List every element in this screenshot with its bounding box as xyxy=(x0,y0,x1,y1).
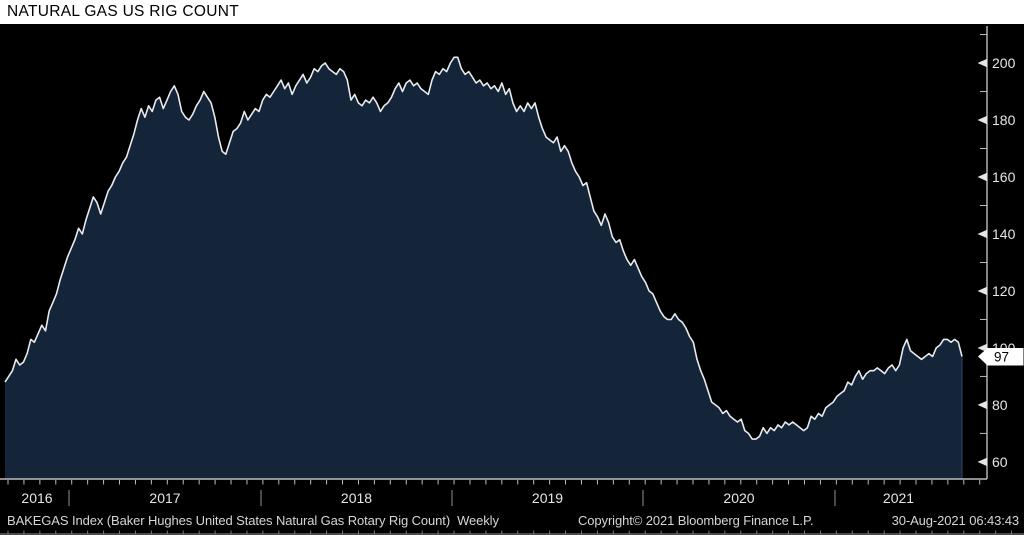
y-tick-label: 80 xyxy=(992,397,1008,413)
year-label: 2020 xyxy=(723,490,754,506)
y-major-tick-arrow xyxy=(977,229,987,239)
y-major-tick-arrow xyxy=(977,172,987,182)
y-tick-label: 160 xyxy=(992,169,1016,185)
y-tick-label: 180 xyxy=(992,112,1016,128)
y-major-tick-arrow xyxy=(977,58,987,68)
data-line xyxy=(4,56,963,440)
y-major-tick-arrow xyxy=(977,400,987,410)
area-fill xyxy=(5,57,962,480)
last-value-badge xyxy=(978,347,1024,366)
year-label: 2019 xyxy=(532,490,563,506)
footer-security-info: BAKEGAS Index (Baker Hughes United State… xyxy=(7,513,499,528)
y-tick-label: 140 xyxy=(992,226,1016,242)
y-tick-label: 60 xyxy=(992,454,1008,470)
y-major-tick-arrow xyxy=(977,343,987,353)
footer-copyright: Copyright© 2021 Bloomberg Finance L.P. xyxy=(578,513,814,528)
last-value-text: 97 xyxy=(994,349,1009,364)
y-major-tick-arrow xyxy=(977,115,987,125)
footer-datetime: 30-Aug-2021 06:43:43 xyxy=(891,513,1019,528)
y-tick-label: 120 xyxy=(992,283,1016,299)
year-label: 2017 xyxy=(149,490,180,506)
chart-title: NATURAL GAS US RIG COUNT xyxy=(0,0,1024,24)
y-major-tick-arrow xyxy=(977,286,987,296)
year-label: 2021 xyxy=(883,490,914,506)
year-label: 2016 xyxy=(21,490,52,506)
year-label: 2018 xyxy=(341,490,372,506)
y-tick-label: 200 xyxy=(992,55,1016,71)
y-major-tick-arrow xyxy=(977,457,987,467)
